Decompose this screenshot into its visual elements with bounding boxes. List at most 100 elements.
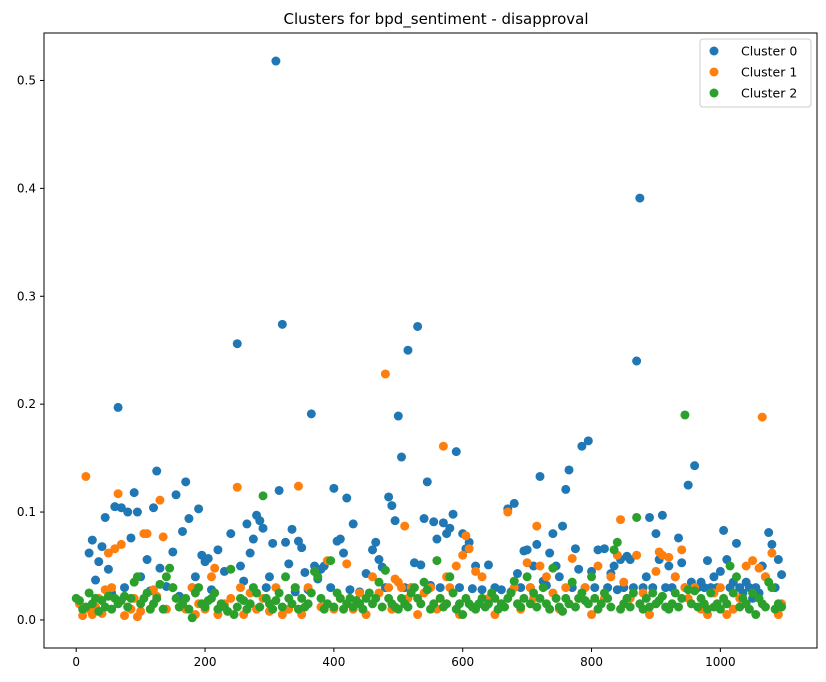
point-s3-139 [516, 602, 526, 612]
point-s3-220 [777, 602, 787, 612]
point-s1-176 [702, 556, 712, 566]
point-s3-12 [107, 604, 117, 614]
legend-label-1: Cluster 0 [741, 44, 797, 59]
point-s3-118 [448, 588, 458, 598]
point-s3-144 [532, 602, 542, 612]
point-s3-156 [570, 602, 580, 612]
point-s1-131 [554, 572, 564, 582]
point-s1-54 [277, 319, 287, 329]
point-s1-103 [448, 509, 458, 519]
point-s1-79 [371, 537, 381, 547]
point-s2-20 [136, 606, 146, 616]
point-s1-198 [773, 555, 783, 565]
point-s2-135 [741, 561, 751, 571]
point-s1-27 [178, 526, 187, 536]
point-s1-15 [129, 488, 139, 498]
point-s1-44 [245, 548, 255, 558]
y-axis: 0.0 0.1 0.2 0.3 0.4 0.5 [17, 73, 44, 627]
point-s2-49 [277, 610, 287, 620]
point-s3-117 [445, 572, 455, 582]
point-s3-94 [371, 593, 381, 603]
point-s1-178 [709, 572, 719, 582]
point-s2-60 [342, 559, 352, 569]
point-s2-22 [142, 529, 152, 539]
point-s3-57 [252, 588, 262, 598]
point-s2-132 [722, 610, 732, 620]
x-tick-label-0: 0 [72, 655, 80, 669]
point-s2-137 [754, 563, 764, 573]
point-s3-175 [632, 512, 642, 522]
point-s1-71 [335, 534, 345, 544]
point-s3-77 [316, 593, 326, 603]
point-s1-104 [451, 447, 461, 457]
point-s1-162 [657, 510, 667, 520]
point-s2-40 [226, 593, 236, 603]
point-s1-95 [422, 477, 432, 487]
point-s1-175 [699, 583, 709, 593]
point-s2-64 [368, 572, 378, 582]
point-s3-68 [287, 599, 297, 609]
point-s1-157 [641, 572, 651, 582]
point-s1-60 [297, 543, 307, 553]
point-s1-61 [300, 567, 310, 577]
point-s2-109 [593, 561, 603, 571]
point-s1-160 [651, 529, 661, 539]
point-s2-10 [103, 548, 113, 558]
point-s1-2 [87, 535, 97, 545]
point-s3-37 [187, 613, 197, 623]
point-s3-110 [422, 585, 432, 595]
point-s2-52 [293, 481, 303, 491]
point-s1-20 [149, 503, 159, 513]
point-s1-85 [390, 516, 400, 526]
point-s3-73 [303, 599, 313, 609]
point-s2-118 [645, 610, 655, 620]
point-s1-47 [255, 516, 265, 526]
point-s1-84 [387, 501, 397, 511]
point-s3-90 [358, 604, 368, 614]
point-s3-190 [680, 410, 690, 420]
point-s3-18 [126, 593, 136, 603]
point-s3-129 [483, 599, 493, 609]
point-s3-158 [577, 588, 587, 598]
point-s1-13 [123, 507, 133, 517]
point-s1-73 [342, 493, 352, 503]
point-s1-11 [116, 503, 126, 513]
point-s3-49 [226, 564, 236, 574]
legend-marker-2 [709, 67, 719, 77]
point-s1-72 [339, 548, 349, 558]
point-s3-164 [596, 599, 606, 609]
point-s3-2 [74, 596, 84, 606]
point-s3-63 [271, 596, 281, 606]
point-s3-101 [393, 604, 403, 614]
point-s3-113 [432, 556, 442, 566]
point-s1-158 [645, 512, 655, 522]
point-s1-129 [548, 529, 558, 539]
point-s1-128 [545, 548, 555, 558]
point-s1-32 [194, 504, 204, 514]
point-s2-89 [477, 572, 487, 582]
point-s3-174 [628, 588, 638, 598]
point-s1-112 [483, 560, 493, 570]
point-s3-69 [290, 583, 300, 593]
point-s1-154 [632, 356, 642, 366]
point-s3-143 [529, 588, 539, 598]
point-s3-212 [751, 610, 761, 620]
point-s1-152 [625, 555, 635, 565]
point-s2-101 [541, 572, 551, 582]
point-s3-162 [590, 593, 600, 603]
point-s2-122 [664, 552, 674, 562]
x-tick-label-5: 1000 [705, 655, 736, 669]
point-s1-5 [97, 542, 107, 552]
legend-label-3: Cluster 2 [741, 86, 797, 101]
point-s3-20 [132, 572, 142, 582]
point-s1-125 [535, 471, 545, 481]
point-s1-22 [155, 563, 165, 573]
point-s1-172 [690, 461, 700, 471]
point-s1-97 [429, 517, 439, 527]
point-s2-99 [532, 521, 542, 531]
point-s3-127 [477, 593, 487, 603]
point-s3-193 [690, 586, 700, 596]
point-s2-123 [670, 572, 680, 582]
point-s3-183 [657, 591, 667, 601]
point-s3-189 [677, 593, 687, 603]
